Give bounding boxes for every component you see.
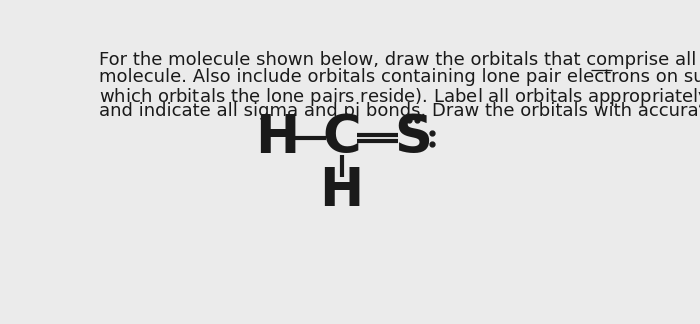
Text: For the molecule shown below, draw the orbitals that comprise all the bonds in t: For the molecule shown below, draw the o…	[99, 51, 700, 69]
Text: S: S	[394, 112, 432, 164]
Text: molecule. Also include orbitals containing lone pair electrons on sulfur (identi: molecule. Also include orbitals containi…	[99, 68, 700, 86]
Text: and indicate all sigma and pi bonds. Draw the orbitals with accurate geometry.: and indicate all sigma and pi bonds. Dra…	[99, 102, 700, 120]
Text: H: H	[256, 112, 300, 164]
Text: which orbitals the lone pairs reside). Label all orbitals appropriately (s, p, s: which orbitals the lone pairs reside). L…	[99, 85, 700, 109]
Text: H: H	[320, 165, 364, 216]
Text: C: C	[322, 112, 361, 164]
